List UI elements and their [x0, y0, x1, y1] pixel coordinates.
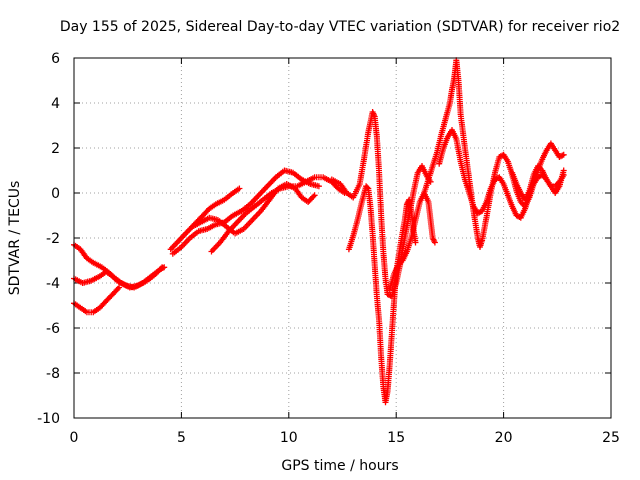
- y-tick-label: -8: [46, 366, 60, 382]
- plot-frame: [73, 57, 612, 419]
- x-tick-label: 20: [495, 430, 513, 446]
- chart-title: Day 155 of 2025, Sidereal Day-to-day VTE…: [60, 19, 620, 35]
- y-tick-label: -2: [46, 231, 60, 247]
- y-tick-label: -4: [46, 276, 60, 292]
- series-marker-trace: [386, 190, 438, 293]
- series-marker-trace: [71, 284, 123, 316]
- x-tick-label: 0: [70, 430, 79, 446]
- series-trace-c: [71, 284, 123, 316]
- y-tick-label: -10: [37, 411, 60, 427]
- y-tick-label: 4: [51, 96, 60, 112]
- series-trace-i: [345, 183, 419, 406]
- grid-lines: [74, 58, 611, 418]
- y-tick-label: -6: [46, 321, 60, 337]
- x-axis-label: GPS time / hours: [281, 458, 398, 474]
- y-tick-label: 2: [51, 141, 60, 157]
- y-tick-label: 6: [51, 51, 60, 67]
- x-tick-label: 25: [602, 430, 620, 446]
- x-tick-label: 15: [387, 430, 405, 446]
- y-tick-label: 0: [51, 186, 60, 202]
- axis-ticks: 0 5 10 15 20 25 -10 -8 -6 -4 -2 0 2 4 6: [37, 51, 620, 446]
- series-trace-l: [436, 127, 567, 221]
- series-trace-m: [509, 163, 567, 203]
- series-trace-j: [386, 190, 438, 293]
- x-tick-label: 5: [177, 430, 186, 446]
- y-axis-label: SDTVAR / TECUs: [7, 181, 23, 296]
- series-marker-trace: [436, 127, 567, 221]
- series-marker-trace: [345, 183, 419, 406]
- data-marks: [71, 57, 567, 406]
- x-tick-label: 10: [280, 430, 298, 446]
- series-marker-trace: [509, 163, 567, 203]
